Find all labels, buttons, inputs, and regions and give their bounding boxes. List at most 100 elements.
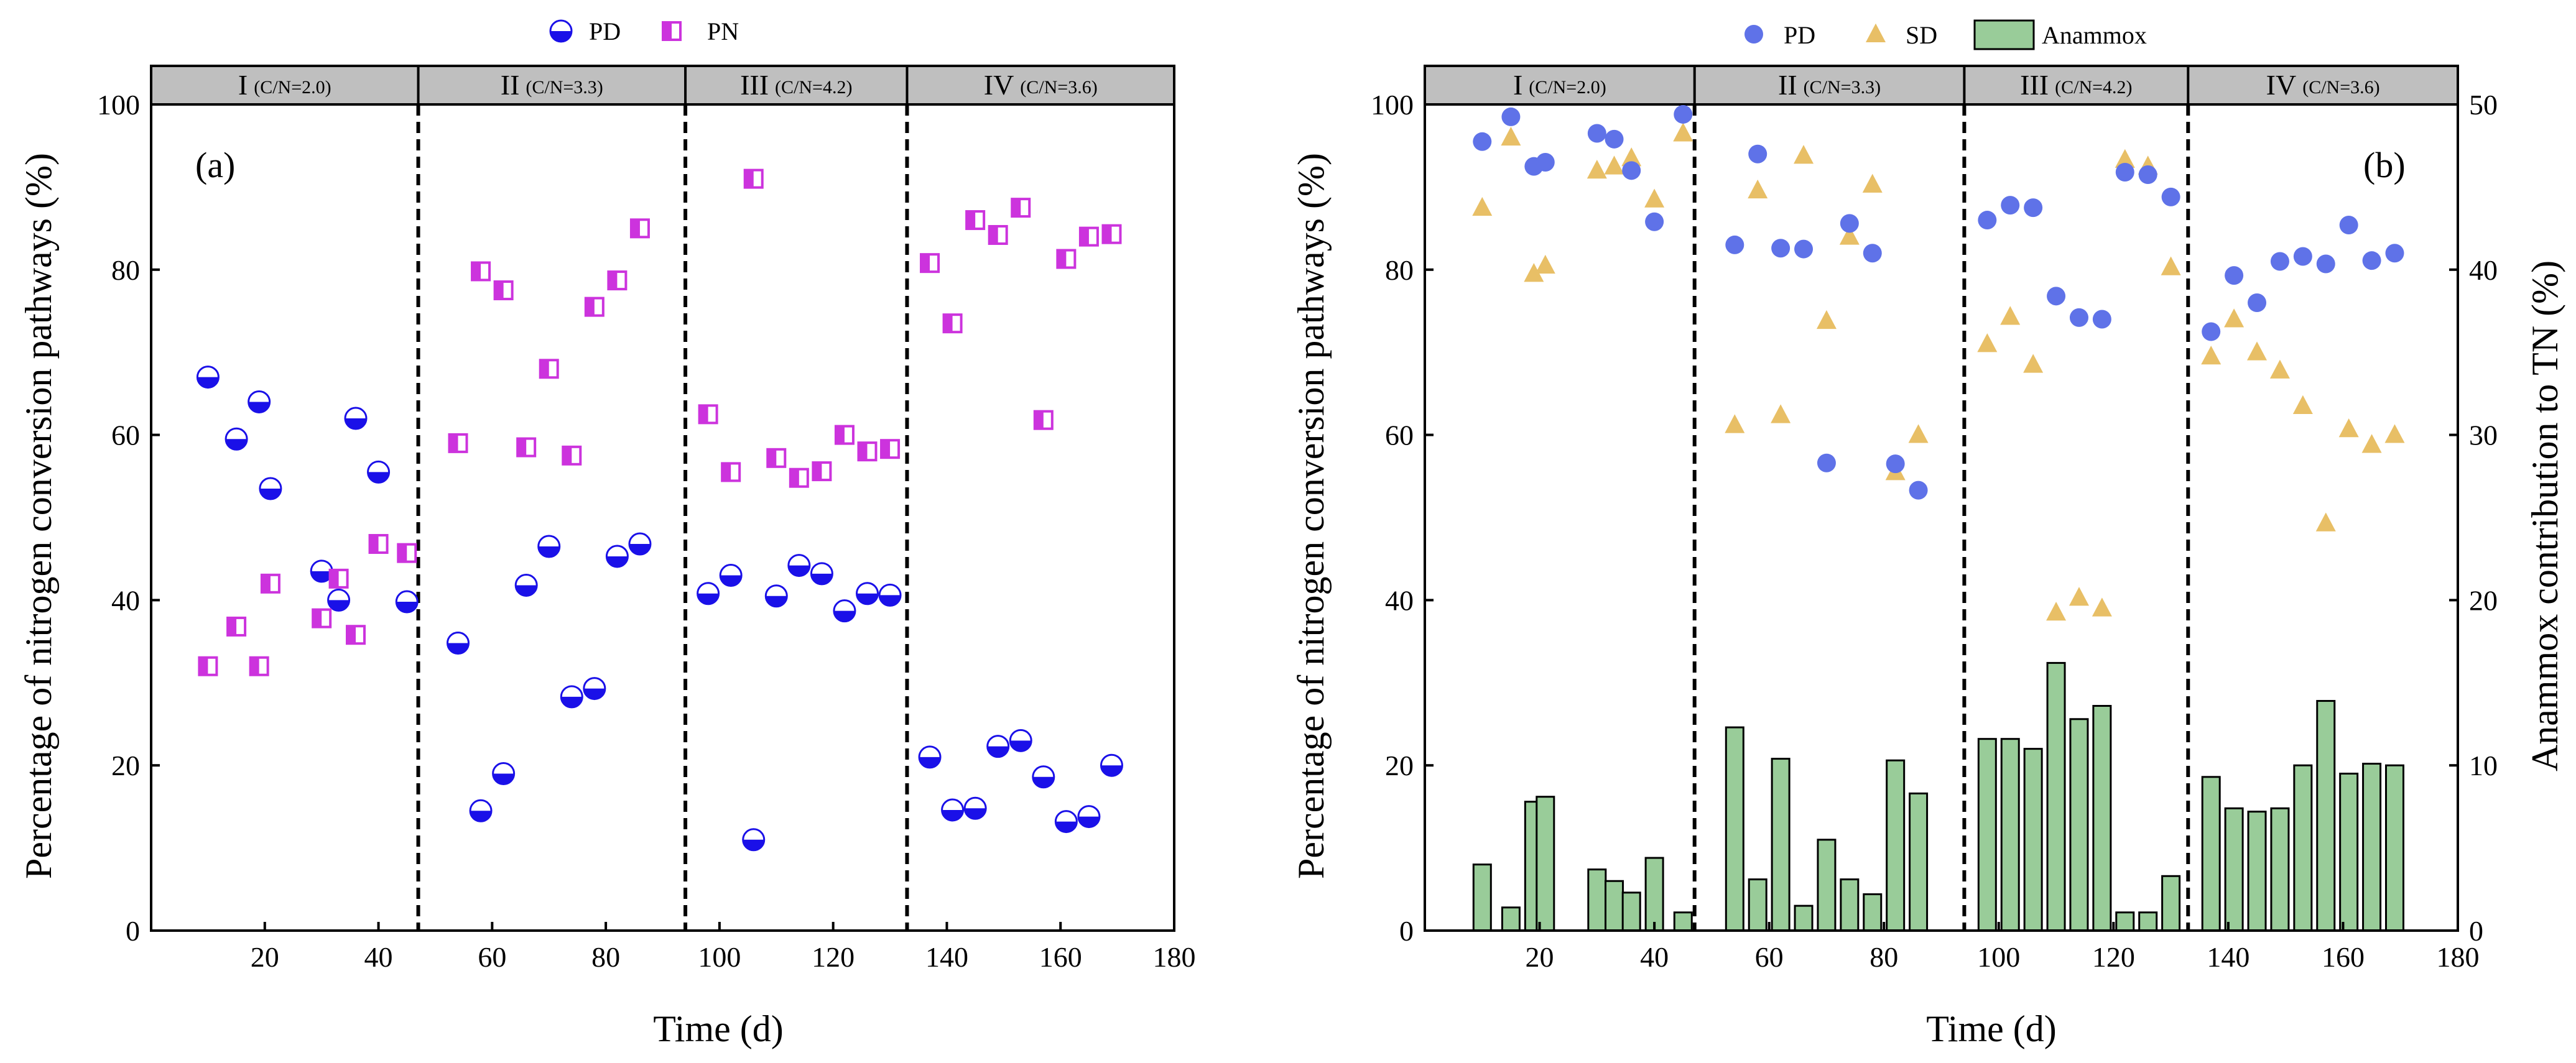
pd-point (918, 745, 942, 769)
pn-point (629, 218, 650, 239)
legend-label-anammox: Anammox (2042, 21, 2147, 49)
pd-point-b (1840, 214, 1859, 233)
pd-point (225, 427, 248, 451)
pd-point (583, 677, 606, 701)
pd-point (367, 460, 391, 484)
anammox-bar (2046, 661, 2066, 932)
pd-point-b (1645, 212, 1664, 231)
pd-point (327, 588, 351, 612)
phase-band-background (150, 65, 1175, 106)
anammox-bar (2270, 807, 2290, 932)
pd-point (469, 799, 493, 822)
y-right-tick-label: 20 (2469, 584, 2498, 616)
pd-point-b (2270, 252, 2289, 271)
anammox-bar (1587, 868, 1607, 932)
panel-a: PD PN I (C/N=2.0) II (C/N=3.3) III (C/N=4.2) I… (18, 17, 1196, 1049)
phase-cn: (C/N=3.3) (1804, 77, 1881, 98)
sd-point (2384, 424, 2405, 443)
x-axis-label-a: Time (d) (653, 1008, 783, 1049)
sd-point (1621, 147, 1642, 167)
pd-point (1100, 753, 1123, 777)
phase-cn: (C/N=4.2) (2055, 77, 2132, 98)
pn-point (368, 534, 389, 555)
pd-point (514, 573, 538, 597)
pd-point-b (2115, 162, 2134, 182)
pd-point (719, 564, 743, 587)
phase-label: III (C/N=4.2) (740, 69, 852, 101)
pn-point (857, 441, 878, 462)
pn-point (539, 359, 559, 379)
pd-point-b (2339, 216, 2358, 235)
anammox-bar (1886, 759, 1906, 932)
pn-point (328, 568, 349, 589)
legend-sd-symbol (1866, 23, 1886, 42)
sd-point (2201, 346, 2222, 365)
sd-point (1604, 155, 1624, 175)
pd-point-b (2293, 247, 2312, 266)
sd-point (2224, 308, 2245, 328)
pn-point (260, 573, 280, 594)
sd-point (1816, 310, 1837, 329)
pd-point-b (1587, 124, 1606, 143)
legend-marker-pd (549, 19, 573, 43)
axis-ticks-b: 20 40 60 80 100 120 140 160 18002040608010001020… (1371, 89, 2498, 973)
legend-marker-pn (662, 21, 682, 41)
pd-point-b (1501, 107, 1521, 126)
phase-roman: III (740, 69, 769, 101)
sd-point (2292, 395, 2313, 415)
pn-point (721, 462, 741, 482)
y-tick-label: 0 (126, 915, 140, 947)
phase-label: III (C/N=4.2) (2020, 69, 2132, 101)
pd-point (787, 554, 811, 578)
pn-point (516, 437, 537, 458)
pd-point-b (1674, 104, 1693, 124)
pn-point (1033, 410, 1054, 430)
sd-point (1472, 196, 1493, 216)
pn-point (1101, 224, 1122, 244)
pn-point (1011, 198, 1031, 218)
sd-point (2338, 418, 2359, 438)
pd-point-b (2024, 198, 2043, 218)
anammox-bar (2362, 763, 2382, 932)
pd-point-b (2248, 293, 2267, 312)
y-tick-label: 20 (1385, 750, 1414, 781)
x-tick-label: 20 (251, 941, 279, 973)
pn-point (397, 543, 417, 563)
phase-cn: (C/N=3.6) (2302, 77, 2379, 98)
anammox-bar (1644, 857, 1664, 932)
sd-point (1501, 126, 1521, 146)
pn-point (1078, 226, 1099, 247)
legend-pd-b-symbol (1744, 25, 1763, 44)
x-tick-label: 140 (2207, 941, 2249, 973)
legend-a: PD PN (549, 17, 739, 45)
pd-point-b (2001, 196, 2020, 215)
pd-point-b (1622, 161, 1641, 180)
legend-marker-anammox (1973, 19, 2035, 50)
sd-point (1748, 179, 1768, 199)
pd-point (537, 535, 561, 558)
pd-point-b (1886, 454, 1905, 474)
x-tick-label: 20 (1526, 941, 1554, 973)
anammox-bar (1863, 893, 1883, 932)
sd-point (2269, 359, 2290, 379)
pd-point (1032, 765, 1055, 789)
sd-point (1673, 122, 1693, 142)
y-tick-label: 100 (97, 89, 140, 121)
pd-point-b (2092, 310, 2111, 329)
legend-anammox-symbol (1973, 19, 2035, 50)
phase-cn: (C/N=3.3) (526, 77, 603, 98)
phase-boundaries-a (416, 104, 909, 931)
y-tick-label: 40 (111, 584, 140, 616)
y-right-tick-label: 50 (2469, 89, 2498, 121)
sd-point (1908, 424, 1929, 443)
anammox-bar (2316, 700, 2336, 932)
sd-point (2115, 149, 2135, 168)
pd-point-b (2047, 287, 2066, 306)
phase-roman: IV (2266, 69, 2297, 101)
anammox-bar (1501, 906, 1521, 932)
phase-band-b: I (C/N=2.0) II (C/N=3.3) III (C/N=4.2) IV (C/N=… (1424, 65, 2459, 106)
x-tick-label: 80 (591, 941, 620, 973)
pd-point-b (1748, 144, 1768, 163)
legend-label-sd: SD (1906, 21, 1937, 49)
x-tick-label: 60 (478, 941, 506, 973)
